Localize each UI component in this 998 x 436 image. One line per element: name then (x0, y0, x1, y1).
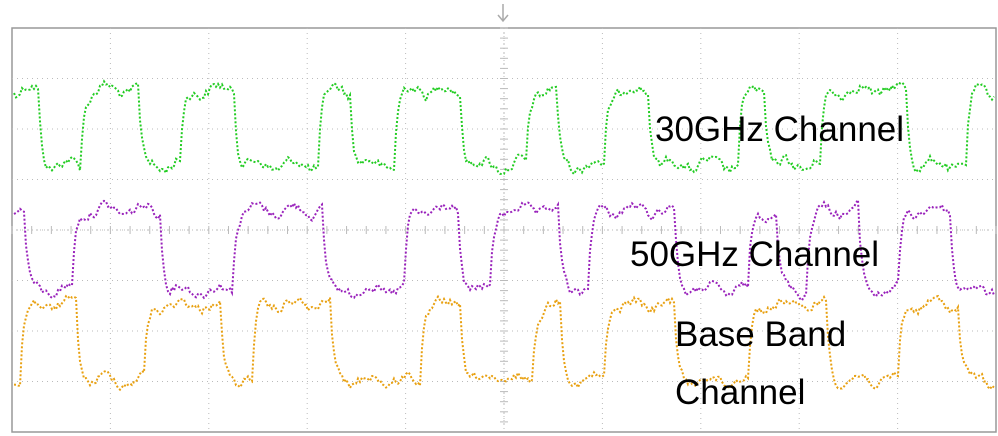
channel-label: Channel (675, 373, 805, 412)
channel-label: 50GHz Channel (630, 235, 879, 274)
oscilloscope-screen: 30GHz Channel 50GHz Channel Base Band Ch… (0, 0, 998, 436)
page: 30GHz Channel 50GHz Channel Base Band Ch… (0, 0, 998, 436)
trigger-marker (498, 4, 508, 21)
channel-label: Base Band (675, 315, 846, 354)
channel-label: 30GHz Channel (655, 110, 904, 149)
